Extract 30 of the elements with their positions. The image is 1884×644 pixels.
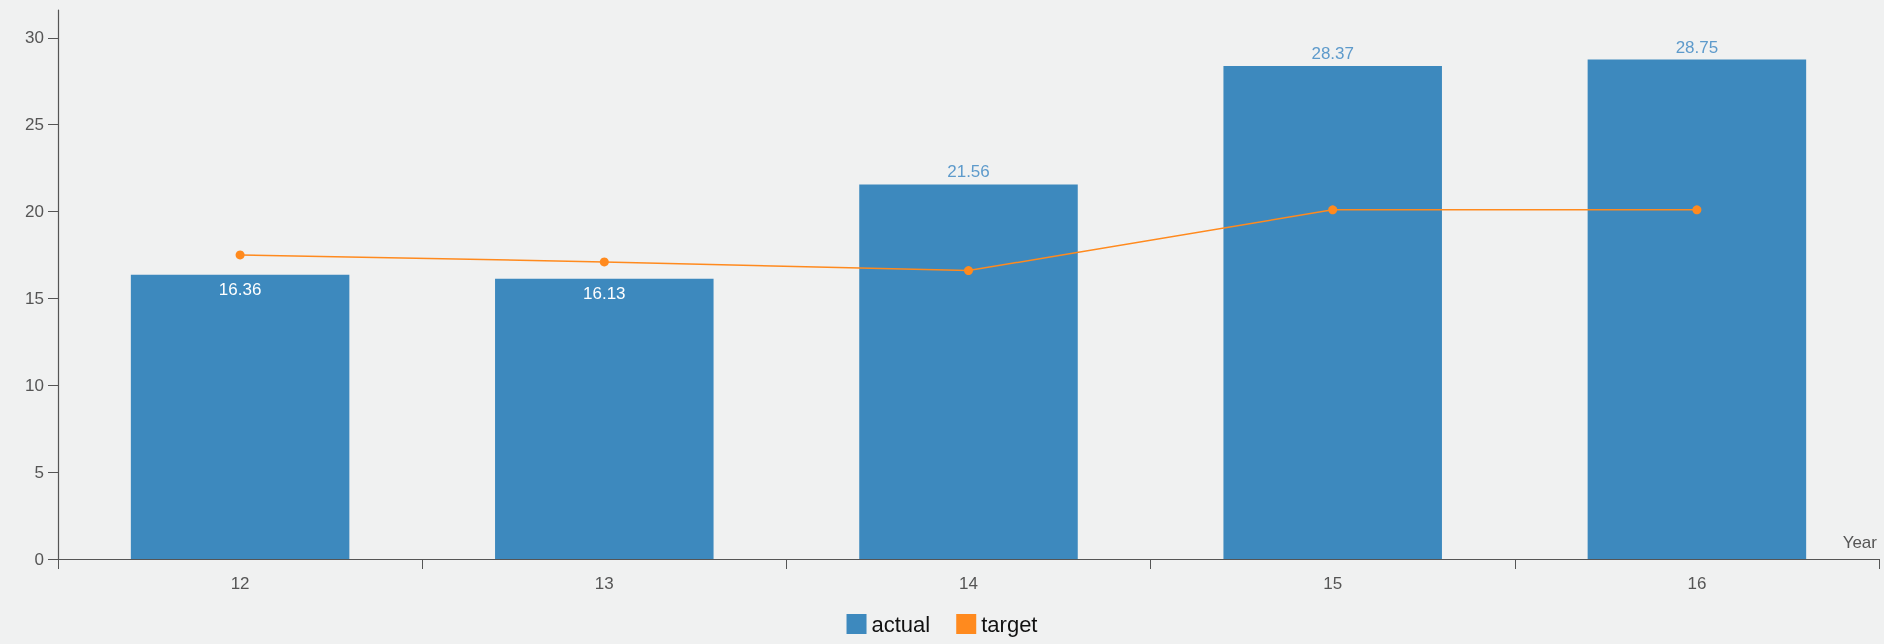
bar [859,184,1078,559]
data-label: 16.13 [583,283,626,303]
data-label: 28.37 [1311,44,1354,64]
x-tick-label: 12 [230,574,250,593]
y-tick-label: 25 [25,115,44,135]
x-axis-title: Year [1842,533,1878,552]
point [1692,205,1702,215]
x-tick-label: 14 [959,574,978,593]
legend-label: target [981,611,1038,637]
x-tick-label: 16 [1687,574,1707,593]
legend-label: actual [871,611,931,637]
data-label: 28.75 [1675,37,1719,57]
y-tick-label: 10 [25,375,44,395]
y-tick-label: 5 [34,462,44,482]
data-label: 21.56 [947,162,990,182]
y-tick-label: 20 [25,202,44,222]
bar [130,274,350,559]
point [235,250,245,260]
bar [1223,66,1442,559]
point [964,266,973,276]
bar [1587,59,1807,559]
point [1328,205,1338,215]
x-tick-label: 15 [1323,574,1343,593]
y-tick-label: 30 [25,28,44,48]
x-tick-label: 13 [594,574,614,593]
y-tick-label: 0 [34,549,44,569]
bar [495,278,714,559]
y-tick-label: 15 [25,288,44,308]
data-label: 16.36 [218,279,262,299]
point [599,257,609,267]
